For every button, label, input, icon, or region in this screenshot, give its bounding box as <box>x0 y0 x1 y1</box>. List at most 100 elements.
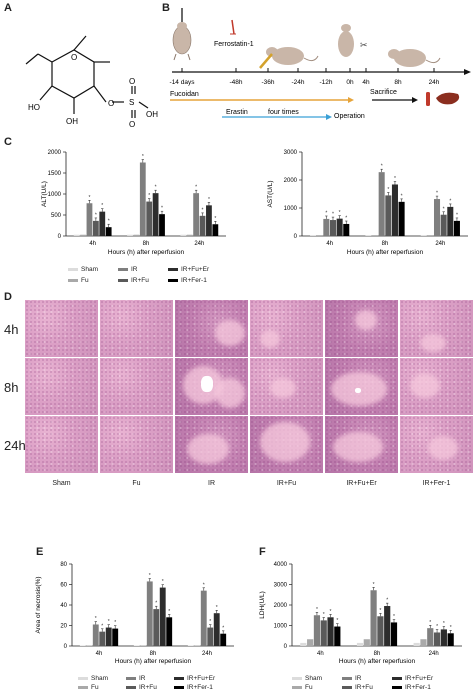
y-tick-label: 20 <box>60 624 67 630</box>
bar-ir-8h <box>378 172 385 236</box>
bar-fu-24h <box>194 645 201 646</box>
legend-swatch <box>168 268 178 271</box>
legend-item-ir-fu-er: IR+Fu+Er <box>174 675 215 682</box>
significance-mark: * <box>95 212 97 218</box>
legend-label: IR+Fu <box>131 277 149 284</box>
timeline-tick-label: -48h <box>229 79 242 86</box>
y-tick-label: 3000 <box>274 583 288 589</box>
histology-image-ir-fu-er-8h <box>325 358 398 415</box>
bar-fu-8h <box>372 235 379 236</box>
histology-row-label-24h: 24h <box>4 438 26 453</box>
histology-row-label-4h: 4h <box>4 322 19 337</box>
y-tick-label: 1000 <box>48 192 62 198</box>
x-axis-label: Hours (h) after reperfusion <box>108 249 185 256</box>
histology-image-ir-8h <box>175 358 248 415</box>
bar-ir-fer-1-24h <box>453 220 460 236</box>
histology-image-ir-fu-er-24h <box>325 416 398 473</box>
legend-item-ir-fu-er: IR+Fu+Er <box>392 675 433 682</box>
legend-swatch <box>68 279 78 282</box>
hydroxyl-label-bottom: OH <box>66 117 78 126</box>
significance-mark: * <box>330 609 332 615</box>
bar-sham-24h <box>413 642 420 646</box>
legend-label: IR+Fu <box>139 684 157 691</box>
significance-mark: * <box>168 609 170 615</box>
legend-item-sham: Sham <box>68 266 98 273</box>
chart-ast: 0 1000 2000 3000 AST(U/L) Hours (h) after rep… <box>267 150 468 256</box>
significance-mark: * <box>394 176 396 182</box>
panel-letter-d: D <box>4 291 12 303</box>
histology-col-label-fu: Fu <box>132 480 141 487</box>
histology-image-ir-fu-8h <box>250 358 323 415</box>
legend-swatch <box>392 686 402 689</box>
legend-swatch <box>68 268 78 271</box>
bar-ir-fer-1-24h <box>212 224 219 236</box>
timeline-tick-label: -14 days <box>170 79 196 86</box>
bar-ir-fer-1-8h <box>390 622 398 646</box>
bar-ir-fu-er-8h <box>159 587 166 646</box>
significance-mark: * <box>155 601 157 607</box>
legend-item-ir-fu: IR+Fu <box>118 277 149 284</box>
significance-mark: * <box>323 612 325 618</box>
bar-sham-24h <box>187 645 194 646</box>
significance-mark: * <box>161 206 163 212</box>
legend-label: Fu <box>305 684 313 691</box>
sacrifice-label: Sacrifice <box>370 89 397 96</box>
legend-swatch <box>392 677 402 680</box>
significance-mark: * <box>149 573 151 579</box>
legend-label: Sham <box>305 675 322 682</box>
bar-ir-fer-1-8h <box>398 201 405 236</box>
timeline-tick-label: -12h <box>319 79 332 86</box>
significance-mark: * <box>101 203 103 209</box>
legend-item-sham: Sham <box>78 675 108 682</box>
mouse-gavage-icon <box>172 8 192 61</box>
y-tick-label: 80 <box>60 562 67 568</box>
significance-mark: * <box>325 210 327 216</box>
legend-item-sham: Sham <box>292 675 322 682</box>
legend-swatch <box>292 677 302 680</box>
bar-sham-8h <box>127 234 133 236</box>
injection-icon <box>259 53 273 69</box>
timeline-diagram: Ferrostatin-1 ✂ -14 days -48h -36h -24h -12h… <box>170 8 471 120</box>
x-tick-label: 8h <box>374 651 381 657</box>
significance-mark: * <box>401 193 403 199</box>
legend-item-ir: IR <box>126 675 146 682</box>
legend-label: IR+Fu+Er <box>187 675 216 682</box>
y-tick-label: 2000 <box>48 150 62 156</box>
significance-mark: * <box>108 219 110 225</box>
bar-ir-4h <box>323 218 330 236</box>
bar-fu-24h <box>186 234 193 236</box>
bar-ir-fu-er-4h <box>105 627 112 646</box>
bar-ir-fu-24h <box>199 215 206 236</box>
fucoidan-label: Fucoidan <box>170 91 199 98</box>
surgery-mouse-icon: ✂ <box>338 24 368 57</box>
legend-item-ir: IR <box>342 675 362 682</box>
bar-fu-24h <box>427 235 434 236</box>
legend-item-fu: Fu <box>68 277 89 284</box>
significance-mark: * <box>155 185 157 191</box>
y-tick-label: 40 <box>60 603 67 609</box>
timeline-tick-label: -36h <box>261 79 274 86</box>
bar-ir-fu-er-24h <box>447 206 454 236</box>
significance-mark: * <box>209 619 211 625</box>
histology-col-label-ir: IR <box>208 480 215 487</box>
significance-mark: * <box>456 212 458 218</box>
y-tick-label: 0 <box>58 234 62 240</box>
legend-swatch <box>174 686 184 689</box>
bar-ir-fu-4h <box>320 620 327 646</box>
bar-ir-fu-er-24h <box>213 613 220 646</box>
bar-ir-fu-8h <box>377 616 384 646</box>
y-tick-label: 3000 <box>284 150 298 156</box>
x-tick-label: 4h <box>89 241 96 247</box>
significance-mark: * <box>195 185 197 191</box>
legend-item-ir-fu-er: IR+Fu+Er <box>168 266 209 273</box>
bar-ir-24h <box>433 199 441 236</box>
bar-ir-fu-4h <box>329 220 337 236</box>
y-axis-label: AST(U/L) <box>267 180 274 207</box>
panel-letter-a: A <box>4 2 12 14</box>
bar-ir-4h <box>92 624 99 646</box>
significance-mark: * <box>436 191 438 197</box>
erastin-label: Erastin <box>226 109 248 116</box>
significance-mark: * <box>443 206 445 212</box>
sulfonyl-oxygen-label-2: O <box>129 120 135 129</box>
histology-col-label-ir-fu-er: IR+Fu+Er <box>346 480 377 487</box>
